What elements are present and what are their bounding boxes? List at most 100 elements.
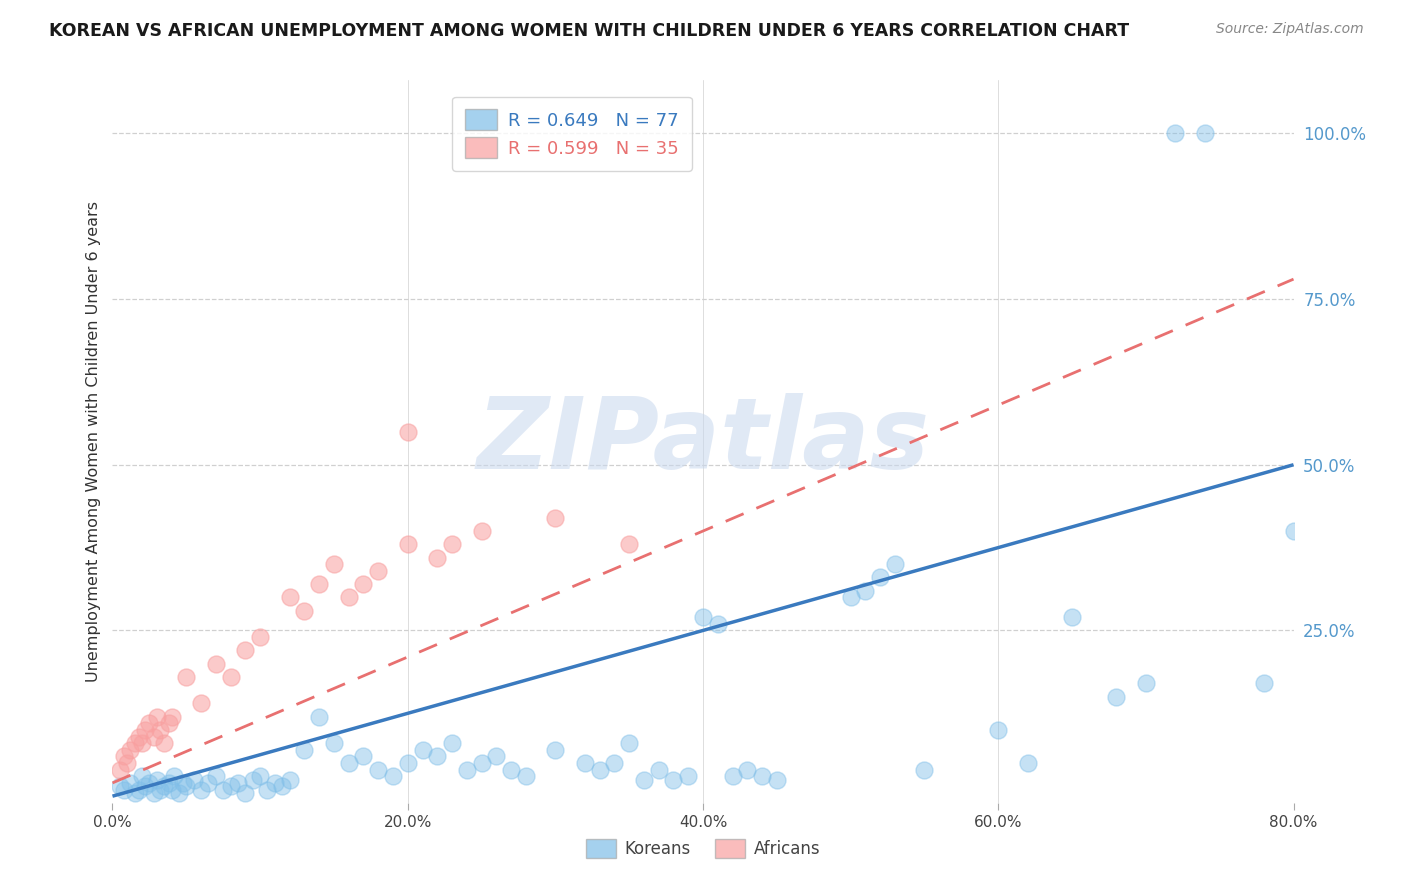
Y-axis label: Unemployment Among Women with Children Under 6 years: Unemployment Among Women with Children U…	[86, 201, 101, 682]
Point	[174, 779, 197, 793]
Point	[515, 769, 537, 783]
Point	[149, 782, 172, 797]
Point	[914, 763, 936, 777]
Point	[721, 769, 744, 783]
Point	[153, 736, 176, 750]
Legend: Koreans, Africans: Koreans, Africans	[578, 830, 828, 867]
Point	[112, 749, 135, 764]
Point	[163, 769, 186, 783]
Point	[149, 723, 172, 737]
Point	[292, 743, 315, 757]
Point	[396, 537, 419, 551]
Point	[1062, 610, 1084, 624]
Point	[183, 772, 205, 787]
Point	[456, 763, 478, 777]
Point	[157, 716, 180, 731]
Point	[367, 763, 389, 777]
Point	[242, 772, 264, 787]
Point	[751, 769, 773, 783]
Point	[426, 550, 449, 565]
Point	[323, 736, 346, 750]
Point	[134, 723, 156, 737]
Point	[382, 769, 405, 783]
Point	[142, 730, 165, 744]
Point	[124, 786, 146, 800]
Point	[396, 756, 419, 770]
Point	[603, 756, 626, 770]
Point	[197, 776, 219, 790]
Point	[278, 591, 301, 605]
Point	[396, 425, 419, 439]
Point	[633, 772, 655, 787]
Point	[131, 736, 153, 750]
Point	[160, 782, 183, 797]
Point	[174, 670, 197, 684]
Point	[678, 769, 700, 783]
Point	[124, 736, 146, 750]
Point	[120, 743, 142, 757]
Point	[619, 537, 641, 551]
Point	[205, 657, 228, 671]
Point	[278, 772, 301, 787]
Point	[142, 786, 165, 800]
Point	[1194, 126, 1216, 140]
Point	[662, 772, 685, 787]
Point	[706, 616, 728, 631]
Text: KOREAN VS AFRICAN UNEMPLOYMENT AMONG WOMEN WITH CHILDREN UNDER 6 YEARS CORRELATI: KOREAN VS AFRICAN UNEMPLOYMENT AMONG WOM…	[49, 22, 1129, 40]
Point	[367, 564, 389, 578]
Point	[441, 736, 464, 750]
Point	[112, 782, 135, 797]
Point	[172, 776, 194, 790]
Point	[1164, 126, 1187, 140]
Point	[128, 730, 150, 744]
Point	[219, 670, 242, 684]
Point	[544, 510, 567, 524]
Point	[128, 782, 150, 797]
Point	[470, 756, 494, 770]
Point	[987, 723, 1010, 737]
Point	[226, 776, 249, 790]
Text: ZIPatlas: ZIPatlas	[477, 393, 929, 490]
Point	[337, 756, 360, 770]
Point	[160, 709, 183, 723]
Point	[588, 763, 610, 777]
Point	[1135, 676, 1157, 690]
Point	[1105, 690, 1128, 704]
Point	[138, 716, 160, 731]
Point	[271, 779, 294, 793]
Point	[1253, 676, 1275, 690]
Point	[869, 570, 891, 584]
Point	[323, 557, 346, 571]
Text: Source: ZipAtlas.com: Source: ZipAtlas.com	[1216, 22, 1364, 37]
Point	[134, 779, 156, 793]
Point	[1282, 524, 1305, 538]
Point	[153, 779, 176, 793]
Point	[411, 743, 433, 757]
Point	[692, 610, 714, 624]
Point	[544, 743, 567, 757]
Point	[120, 776, 142, 790]
Point	[219, 779, 242, 793]
Point	[138, 776, 160, 790]
Point	[146, 709, 169, 723]
Point	[308, 577, 330, 591]
Point	[574, 756, 596, 770]
Point	[190, 697, 212, 711]
Point	[839, 591, 862, 605]
Point	[249, 769, 271, 783]
Point	[352, 749, 374, 764]
Point	[426, 749, 449, 764]
Point	[190, 782, 212, 797]
Point	[766, 772, 789, 787]
Point	[256, 782, 278, 797]
Point	[308, 709, 330, 723]
Point	[249, 630, 271, 644]
Point	[292, 603, 315, 617]
Point	[108, 763, 131, 777]
Point	[157, 776, 180, 790]
Point	[117, 756, 138, 770]
Point	[131, 769, 153, 783]
Point	[167, 786, 190, 800]
Point	[233, 786, 256, 800]
Point	[233, 643, 256, 657]
